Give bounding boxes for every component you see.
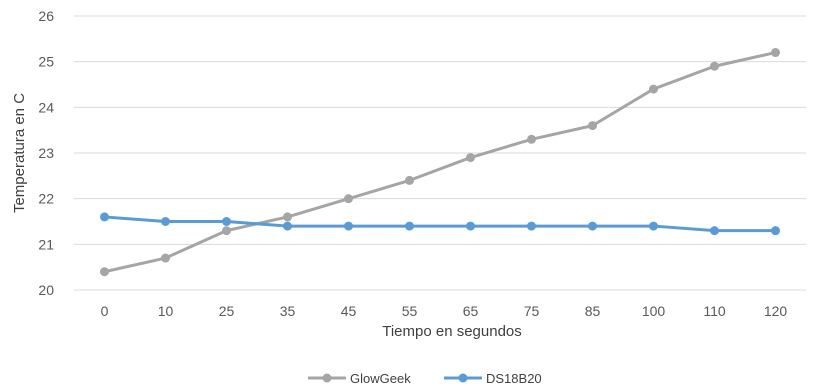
y-tick-label: 24 (38, 99, 54, 115)
x-tick-label: 65 (463, 303, 479, 319)
y-tick-label: 23 (38, 145, 54, 161)
data-point-ds18b20 (100, 212, 109, 222)
data-point-ds18b20 (344, 221, 353, 231)
data-point-glowgeek (710, 61, 719, 71)
data-point-ds18b20 (222, 217, 231, 226)
x-axis-title: Tiempo en segundos (382, 323, 522, 340)
x-tick-label: 10 (158, 303, 174, 319)
y-tick-label: 25 (38, 54, 54, 70)
data-point-ds18b20 (161, 217, 170, 226)
data-point-ds18b20 (405, 221, 414, 231)
y-tick-label: 21 (38, 236, 54, 252)
x-tick-label: 85 (585, 303, 601, 319)
x-tick-label: 110 (703, 303, 726, 319)
x-tick-label: 55 (402, 303, 418, 319)
data-point-glowgeek (588, 121, 597, 131)
series-line-glowgeek (104, 51, 776, 274)
data-point-glowgeek (100, 267, 109, 277)
data-point-glowgeek (344, 194, 353, 204)
y-tick-label: 22 (38, 191, 54, 207)
data-point-ds18b20 (283, 221, 292, 231)
series-line-ds18b20 (104, 215, 776, 233)
data-point-ds18b20 (527, 221, 536, 231)
x-tick-label: 35 (280, 303, 296, 319)
series-group (100, 48, 780, 277)
data-point-glowgeek (222, 226, 231, 236)
x-tick-label: 45 (341, 303, 357, 319)
data-point-glowgeek (161, 253, 170, 263)
data-point-glowgeek (771, 48, 780, 58)
data-point-glowgeek (466, 153, 475, 163)
y-tick-label: 26 (38, 8, 54, 24)
x-tick-label: 120 (764, 303, 788, 319)
x-tick-label: 100 (642, 303, 666, 319)
legend: GlowGeek DS18B20 (308, 371, 542, 386)
data-point-glowgeek (405, 175, 414, 185)
y-axis-title: Temperatura en C (11, 93, 28, 213)
legend-marker-ds18b20 (458, 373, 468, 383)
data-point-glowgeek (527, 134, 536, 144)
x-tick-label: 75 (524, 303, 540, 319)
legend-label-ds18b20: DS18B20 (486, 371, 542, 386)
x-tick-label: 0 (101, 303, 109, 319)
x-tick-labels: 0 10 25 35 45 55 65 75 85 100 110 120 (101, 303, 788, 319)
data-point-ds18b20 (466, 221, 475, 231)
data-point-ds18b20 (588, 221, 597, 231)
data-point-ds18b20 (771, 226, 780, 236)
data-point-glowgeek (649, 84, 658, 94)
y-tick-labels: 20 21 22 23 24 25 26 (38, 8, 54, 298)
y-tick-label: 20 (38, 282, 54, 298)
legend-label-glowgeek: GlowGeek (350, 371, 411, 386)
data-point-glowgeek (283, 212, 292, 222)
data-point-ds18b20 (710, 226, 719, 236)
legend-marker-glowgeek (322, 373, 332, 383)
data-point-ds18b20 (649, 221, 658, 231)
x-tick-label: 25 (219, 303, 235, 319)
